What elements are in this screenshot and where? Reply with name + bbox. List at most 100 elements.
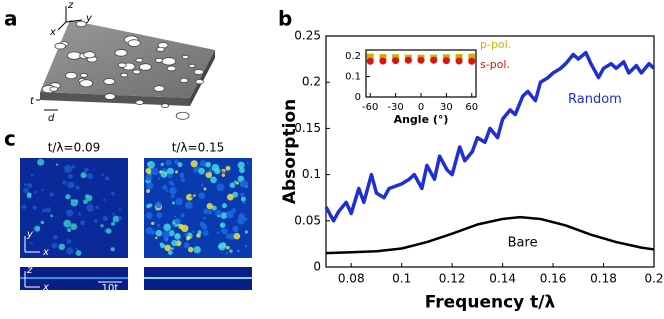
y-tick-label: 0.25	[294, 29, 321, 43]
field-spot	[200, 183, 204, 187]
hole	[79, 73, 88, 78]
field-spot	[203, 216, 206, 220]
field-spot	[185, 201, 193, 210]
field-spot	[162, 230, 170, 239]
field-spot	[27, 183, 33, 189]
field-spot	[146, 182, 154, 190]
field-spot	[214, 209, 222, 217]
map-axes	[24, 236, 122, 288]
field-spot	[181, 178, 186, 183]
field-spot	[86, 204, 94, 212]
field-spot	[101, 173, 105, 177]
field-spot	[192, 230, 195, 233]
field-spot	[178, 223, 184, 230]
axis-label: y	[85, 13, 93, 24]
hole	[66, 51, 82, 60]
field-spot	[203, 187, 207, 191]
hole	[127, 39, 141, 47]
field-spot	[151, 221, 155, 226]
hole	[120, 72, 129, 78]
field-spot	[183, 242, 190, 249]
field-spot	[240, 179, 249, 188]
field-spot	[226, 210, 234, 219]
y-tick-label: 0.2	[345, 51, 361, 62]
field-spot	[206, 170, 210, 173]
field-spot	[174, 215, 177, 218]
field-spot	[95, 205, 99, 209]
plot-frame	[325, 35, 655, 268]
field-spot	[186, 193, 193, 201]
hole	[188, 63, 196, 69]
hole	[195, 79, 204, 85]
hole	[181, 54, 189, 60]
marker	[392, 57, 400, 65]
hole	[64, 71, 78, 80]
y-tick-label: 0	[313, 260, 321, 274]
field-spot	[75, 247, 79, 251]
field-spot	[211, 205, 217, 211]
field-spot	[164, 237, 168, 242]
x-tick-label: 30	[440, 102, 453, 113]
hole	[117, 62, 127, 68]
field-spot	[244, 244, 248, 248]
field-spot	[231, 208, 237, 214]
field-spot	[233, 232, 241, 240]
dimension-label: d	[48, 113, 55, 124]
x-axis-label: Angle (°)	[394, 113, 449, 126]
field-map	[20, 158, 128, 258]
field-spot	[84, 169, 88, 173]
axis-label: x	[42, 247, 49, 258]
field-spot	[167, 173, 173, 179]
field-spot	[64, 165, 72, 173]
field-spot	[70, 199, 78, 207]
field-spot	[70, 223, 78, 231]
field-spot	[229, 182, 236, 188]
field-spot	[66, 239, 72, 244]
field-spot	[62, 180, 67, 185]
field-spot	[106, 228, 112, 234]
field-spot	[174, 159, 179, 165]
field-spot	[203, 208, 209, 215]
hole	[132, 69, 141, 75]
field-spot	[168, 180, 174, 186]
field-spot	[217, 214, 221, 218]
marker	[430, 56, 438, 64]
y-tick-label: 0.1	[302, 167, 321, 181]
field-spot	[172, 224, 176, 227]
x-tick-label: 0.14	[489, 272, 516, 286]
field-spot	[155, 201, 162, 209]
hole	[83, 51, 96, 59]
field-spot	[51, 242, 58, 249]
field-spot	[199, 221, 205, 227]
hole	[156, 46, 165, 52]
field-spot	[202, 229, 209, 236]
field-spot	[159, 170, 163, 174]
field-spot	[160, 162, 164, 167]
y-tick-label: 0.05	[294, 213, 321, 227]
field-spot	[78, 212, 82, 216]
field-spot	[30, 241, 33, 245]
field-spot	[238, 212, 246, 220]
field-spot	[242, 201, 246, 205]
hole	[153, 85, 165, 92]
marker	[468, 53, 476, 61]
field-spot	[211, 163, 220, 172]
axis-label: y	[26, 229, 34, 240]
field-spot	[240, 196, 246, 202]
field-spot	[167, 250, 173, 256]
panel-label: c	[4, 127, 16, 151]
y-tick-label: 0	[355, 92, 361, 103]
field-spot	[190, 160, 198, 168]
field-spot	[163, 223, 171, 232]
field-spot	[164, 172, 167, 175]
map-title: t/λ=0.09	[48, 141, 101, 155]
field-spot	[110, 247, 115, 252]
field-spot	[110, 221, 116, 226]
y-tick-label: 0.15	[294, 121, 321, 135]
hole	[103, 77, 116, 85]
field-spot	[100, 224, 104, 228]
hole	[166, 65, 177, 72]
panel-label: a	[4, 7, 18, 31]
marker	[455, 57, 463, 65]
